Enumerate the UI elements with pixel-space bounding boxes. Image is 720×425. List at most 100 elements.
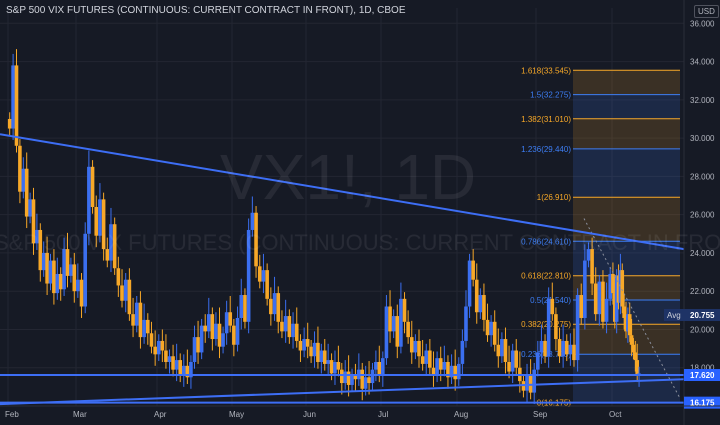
candle-body [160,340,165,351]
candle-body [76,279,80,292]
fib-level-label: 0.786(24.610) [521,237,571,246]
candle-body [384,306,389,359]
candle-body [539,340,544,353]
y-tick-label: 36.000 [690,19,715,28]
candle-body [377,361,382,376]
x-tick-label: Oct [609,410,622,419]
candle-body [276,293,281,322]
candle-body [616,275,621,303]
candle-body [424,350,429,364]
candle-body [618,270,623,303]
candle-body [101,199,106,250]
fib-level-label: 0.382(20.275) [521,320,571,329]
candle-body [453,365,457,380]
candle-body [178,360,183,376]
candle-body [142,319,146,338]
candle-body [55,273,60,294]
candle-body [269,298,273,315]
candle-body [167,356,172,362]
candle-body [631,344,636,353]
candle-body [350,375,354,385]
candle-body [243,295,247,322]
candle-body [561,340,565,357]
candle-body [272,293,277,315]
candle-body [449,365,454,378]
fib-level-label: 0.618(22.810) [521,272,571,281]
fib-zone [573,275,680,300]
candle-body [164,350,168,362]
candle-body [579,295,584,318]
avg-price-value: 20.755 [690,311,715,320]
candle-body [254,212,258,267]
candle-body [199,325,204,353]
candle-body [83,233,88,307]
candle-body [597,281,602,315]
candle-body [333,361,337,374]
fib-zone [573,70,680,95]
candle-body [572,344,576,361]
candle-body [203,325,208,332]
y-tick-label: 28.000 [690,172,715,181]
lower-trendline [0,378,685,406]
candle-body [326,360,330,364]
fib-level-label: 1.5(32.275) [530,91,571,100]
candle-body [291,323,295,338]
candle-body [309,346,313,357]
candle-body [250,212,255,230]
fib-level-label: 1.382(31.010) [521,115,571,124]
candle-body [413,340,418,353]
x-tick-label: Apr [154,410,167,419]
candle-body [601,281,605,322]
candle-body [431,367,436,376]
candle-body [604,298,609,322]
candle-body [474,279,479,313]
candle-body [312,342,317,357]
candle-body [367,377,371,384]
symbol-watermark: VX1!, 1D [220,141,477,213]
x-tick-label: May [229,410,244,419]
candle-body [622,306,626,318]
candle-body [257,266,262,282]
avg-price-prefix: Avg [667,311,681,320]
fib-level-label: 1.618(33.545) [521,66,571,75]
candle-body [58,273,63,290]
fib-zone [573,354,680,403]
candle-body [586,249,591,261]
x-tick-label: Aug [454,410,468,419]
currency-badge[interactable]: USD [694,5,719,18]
candle-body [127,279,132,315]
candle-body [294,323,299,341]
candle-body [614,275,619,322]
candle-body [339,369,344,384]
candle-body [305,339,310,347]
candle-body [485,319,490,336]
candle-body [575,295,580,361]
candle-body [370,369,375,384]
y-tick-label: 32.000 [690,96,715,105]
candle-body [489,321,493,336]
candle-body [374,361,378,370]
candle-body [105,249,110,261]
candle-body [232,325,236,345]
candle-body [611,273,615,294]
candle-body [217,323,222,347]
candle-body [590,249,594,284]
x-tick-label: Jul [378,410,388,419]
candle-body [149,333,154,347]
candle-body [316,342,320,362]
fib-level-label: 1.236(29.440) [521,145,571,154]
candle-body [116,268,121,286]
candle-body [409,337,414,353]
candle-body [261,270,266,282]
candle-body [87,166,91,234]
candle-body [41,252,46,271]
candle-body [464,306,468,341]
candle-body [65,249,70,276]
candle-body [7,118,12,129]
candle-body [138,302,143,338]
candle-body [399,298,403,347]
candle-body [557,339,562,357]
candle-body [131,314,135,326]
candle-body [185,365,190,378]
